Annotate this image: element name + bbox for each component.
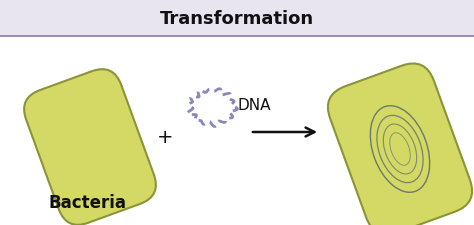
FancyBboxPatch shape <box>24 70 156 225</box>
Text: DNA: DNA <box>238 98 272 113</box>
FancyBboxPatch shape <box>328 64 472 225</box>
Bar <box>0 0 474 37</box>
Text: +: + <box>157 128 173 147</box>
Text: Transformation: Transformation <box>160 10 314 27</box>
Text: Bacteria: Bacteria <box>49 193 127 211</box>
